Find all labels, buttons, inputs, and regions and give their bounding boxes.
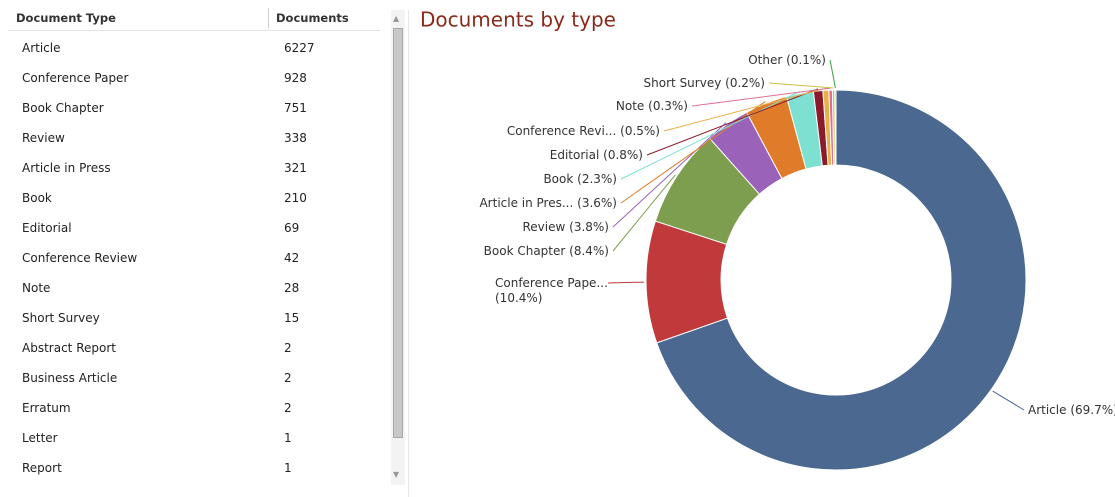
- slice-name: Editorial: [550, 148, 600, 162]
- document-type: Article: [22, 41, 61, 55]
- document-count: 42: [284, 251, 300, 265]
- slice-name: Book: [543, 172, 573, 186]
- document-type: Letter: [22, 431, 58, 445]
- slice-name: Other: [748, 53, 782, 67]
- slice-name: Note: [616, 99, 644, 113]
- slice-percent: (10.4%): [495, 291, 542, 305]
- document-type: Review: [22, 131, 65, 145]
- document-type: Note: [22, 281, 51, 295]
- header-rule: [8, 30, 380, 31]
- document-type: Erratum: [22, 401, 71, 415]
- slice-name: Article: [1028, 403, 1067, 417]
- slice-name: Review: [522, 220, 565, 234]
- document-table: Document Type Documents Article 6227 Confere…: [0, 0, 380, 497]
- document-count: 210: [284, 191, 307, 205]
- slice-label: Short Survey (0.2%): [644, 76, 765, 90]
- document-count: 6227: [284, 41, 315, 55]
- slice-label: Book Chapter (8.4%): [484, 244, 609, 258]
- slice-name: Conference Pape...: [495, 276, 608, 290]
- slice-label: Article (69.7%): [1028, 403, 1115, 417]
- scrollbar-thumb[interactable]: [393, 28, 403, 438]
- slice-percent: (3.8%): [569, 220, 609, 234]
- leader-line: [829, 59, 836, 89]
- chart-title: Documents by type: [420, 8, 616, 32]
- slice-label: Book (2.3%): [543, 172, 617, 186]
- slice-percent: (2.3%): [577, 172, 617, 186]
- donut-slice: [834, 89, 837, 166]
- document-count: 751: [284, 101, 307, 115]
- leader-line: [646, 88, 819, 156]
- slice-percent: (0.8%): [603, 148, 643, 162]
- document-count: 338: [284, 131, 307, 145]
- scroll-up[interactable]: ▲: [393, 14, 400, 23]
- slice-name: Short Survey: [644, 76, 722, 90]
- column-header: Documents: [276, 11, 349, 25]
- document-count: 2: [284, 401, 292, 415]
- donut-slice: [656, 89, 1027, 471]
- document-count: 928: [284, 71, 307, 85]
- column-separator: [268, 8, 269, 28]
- document-type: Conference Paper: [22, 71, 129, 85]
- slice-name: Article in Pres...: [479, 196, 573, 210]
- slice-label: Conference Revi... (0.5%): [507, 124, 660, 138]
- document-type: Abstract Report: [22, 341, 116, 355]
- document-count: 321: [284, 161, 307, 175]
- leader-line: [992, 390, 1025, 411]
- document-type: Book Chapter: [22, 101, 104, 115]
- slice-percent: (3.6%): [577, 196, 617, 210]
- leader-line: [691, 87, 831, 107]
- slice-percent: (0.3%): [648, 99, 688, 113]
- slice-label: Note (0.3%): [616, 99, 688, 113]
- leader-line: [612, 174, 676, 252]
- leader-line: [663, 87, 826, 132]
- slice-label: Review (3.8%): [522, 220, 609, 234]
- slice-percent: (8.4%): [569, 244, 609, 258]
- document-type: Short Survey: [22, 311, 100, 325]
- slice-percent: (0.2%): [725, 76, 765, 90]
- document-count: 2: [284, 341, 292, 355]
- document-type: Conference Review: [22, 251, 138, 265]
- document-type: Report: [22, 461, 62, 475]
- document-count: 28: [284, 281, 300, 295]
- slice-percent: (0.1%): [786, 53, 826, 67]
- leader-line: [620, 91, 800, 180]
- document-count: 2: [284, 371, 292, 385]
- document-type: Book: [22, 191, 52, 205]
- document-count: 15: [284, 311, 300, 325]
- leader-line: [607, 281, 645, 284]
- document-count: 1: [284, 431, 292, 445]
- slice-percent: (0.5%): [620, 124, 660, 138]
- slice-label: Article in Pres... (3.6%): [479, 196, 617, 210]
- column-header: Document Type: [16, 11, 116, 25]
- document-type: Business Article: [22, 371, 118, 385]
- slice-label: Editorial (0.8%): [550, 148, 643, 162]
- scroll-down[interactable]: ▼: [393, 470, 400, 479]
- slice-label: Conference Pape... (10.4%): [495, 276, 608, 305]
- divider: [408, 10, 409, 497]
- leader-line: [612, 122, 727, 228]
- document-count: 1: [284, 461, 292, 475]
- slice-percent: (69.7%): [1070, 403, 1115, 417]
- document-type: Article in Press: [22, 161, 111, 175]
- slice-name: Book Chapter: [484, 244, 566, 258]
- document-count: 69: [284, 221, 300, 235]
- slice-name: Conference Revi...: [507, 124, 616, 138]
- leader-line: [768, 82, 834, 89]
- slice-label: Other (0.1%): [748, 53, 826, 67]
- document-type: Editorial: [22, 221, 72, 235]
